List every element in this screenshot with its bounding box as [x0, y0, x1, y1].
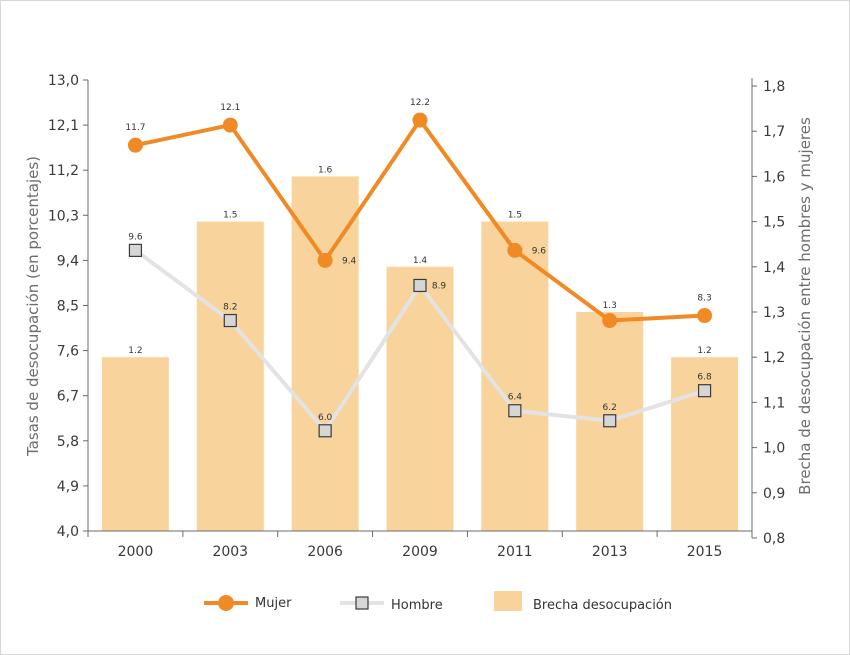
left-tick-label: 8,5 [57, 299, 79, 315]
hombre-point [128, 243, 143, 257]
hombre-value-label: 6.2 [603, 403, 617, 413]
bar-brecha [671, 357, 739, 531]
left-tick-label: 9,4 [57, 253, 79, 269]
left-axis-title: Tasas de desocupación (en porcentajes) [24, 156, 42, 457]
hombre-point [603, 414, 617, 428]
mujer-point [222, 117, 238, 133]
bar-value-label: 1.5 [508, 211, 522, 221]
right-tick-label: 1,1 [763, 395, 785, 411]
lines-layer [127, 112, 713, 438]
x-tick-label: 2009 [402, 544, 438, 560]
mujer-point [602, 313, 618, 329]
hombre-value-label: 6.0 [318, 413, 333, 423]
right-tick-label: 0,9 [763, 486, 785, 502]
hombre-point [413, 278, 427, 293]
hombre-value-label: 9.6 [128, 232, 143, 242]
x-tick-label: 2011 [497, 544, 533, 560]
mujer-value-label: 12.2 [410, 98, 430, 108]
hombre-value-label: 6.8 [697, 373, 712, 383]
x-tick-label: 2000 [118, 544, 154, 560]
left-tick-label: 6,7 [57, 389, 79, 405]
mujer-value-label: 9.6 [532, 246, 547, 256]
right-tick-label: 1,0 [763, 441, 785, 457]
x-tick-label: 2013 [592, 544, 628, 560]
axes-layer: 4,0 4,9 5,8 6,7 7,6 8,5 9,4 10,3 11,2 12,1 13,0 0,8… [48, 73, 786, 560]
legend: Mujer Hombre Brecha desocupación [204, 591, 672, 613]
left-tick-label: 11,2 [48, 163, 79, 179]
legend-brecha-label: Brecha desocupación [533, 598, 672, 613]
hombre-value-label: 8.2 [223, 303, 237, 313]
right-tick-label: 1,7 [763, 124, 785, 140]
hombre-value-label: 6.4 [508, 393, 523, 403]
x-tick-label: 2015 [687, 544, 723, 560]
left-tick-label: 10,3 [48, 208, 79, 224]
hombre-value-label: 8.9 [432, 281, 447, 291]
right-tick-label: 1,8 [763, 79, 785, 95]
mujer-value-label: 8.3 [697, 294, 711, 304]
right-tick-label: 1,6 [763, 169, 785, 185]
left-tick-label: 7,6 [57, 344, 79, 360]
bar-brecha [101, 357, 169, 531]
bar-brecha [196, 221, 264, 531]
bars-layer [101, 176, 739, 531]
left-tick-label: 5,8 [57, 434, 79, 450]
legend-mujer-marker [218, 595, 234, 611]
hombre-point [508, 404, 522, 418]
right-axis-title: Brecha de desocupación entre hombres y m… [796, 117, 814, 495]
bar-brecha [386, 266, 454, 531]
left-tick-label: 4,9 [57, 479, 79, 495]
mujer-point [127, 137, 143, 153]
left-tick-label: 13,0 [48, 73, 79, 89]
bar-brecha [291, 176, 359, 531]
mujer-point [697, 308, 713, 324]
legend-hombre-label: Hombre [391, 598, 443, 613]
legend-mujer-label: Mujer [255, 596, 292, 611]
left-tick-label: 4,0 [57, 524, 79, 540]
bar-value-label: 1.4 [413, 256, 428, 266]
mujer-value-label: 11.7 [125, 123, 145, 133]
hombre-point [223, 313, 237, 328]
mujer-point [317, 252, 333, 268]
bar-value-label: 1.2 [697, 346, 711, 356]
right-tick-label: 1,4 [763, 260, 785, 276]
bar-value-label: 1.3 [603, 301, 617, 311]
legend-hombre-marker [355, 596, 369, 610]
left-tick-label: 12,1 [48, 118, 79, 134]
mujer-value-label: 9.4 [342, 256, 357, 266]
bar-value-label: 1.6 [318, 165, 333, 175]
bar-value-label: 1.2 [128, 346, 142, 356]
legend-brecha-swatch [494, 591, 522, 611]
right-tick-label: 1,5 [763, 215, 785, 231]
x-tick-label: 2006 [307, 544, 343, 560]
mujer-point [507, 242, 523, 258]
bar-brecha [481, 221, 549, 531]
bar-value-label: 1.5 [223, 211, 237, 221]
right-tick-label: 0,8 [763, 531, 785, 547]
x-tick-label: 2003 [212, 544, 248, 560]
labels-layer: 1.2 1.5 1.6 1.4 1.5 1.3 1.2 9.6 8.2 6.0 8.9 6.4 6.2 6… [125, 98, 712, 423]
right-tick-label: 1,3 [763, 305, 785, 321]
hombre-point [318, 424, 332, 438]
hombre-point [697, 384, 712, 398]
mujer-point [412, 112, 428, 128]
right-tick-label: 1,2 [763, 350, 785, 366]
mujer-value-label: 12.1 [220, 103, 240, 113]
